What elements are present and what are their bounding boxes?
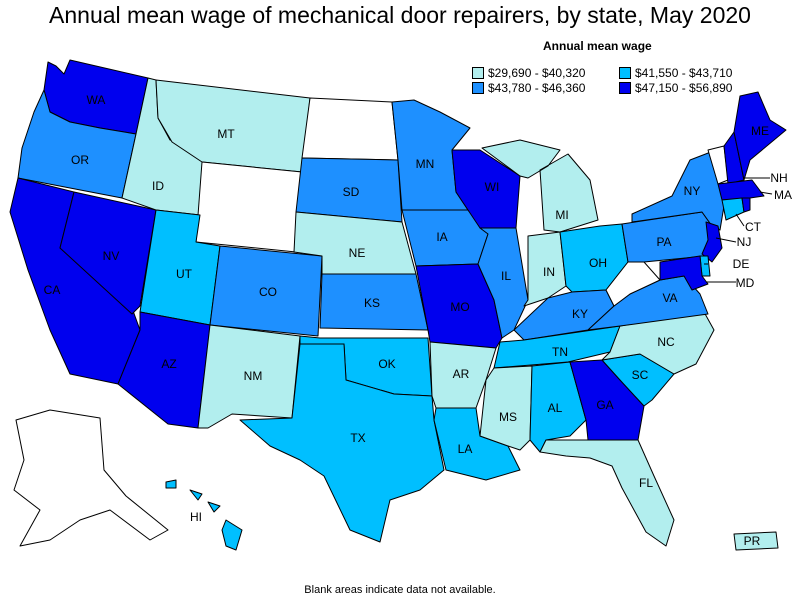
state-label-LA: LA — [458, 442, 473, 456]
state-label-DE: DE — [733, 257, 750, 271]
legend-swatch-bin-4 — [619, 82, 631, 94]
state-NJ[interactable] — [701, 221, 723, 263]
legend-label-bin-1: $29,690 - $40,320 — [488, 66, 586, 80]
state-label-NJ: NJ — [737, 235, 752, 249]
leader-line-MA — [759, 191, 773, 195]
state-CT[interactable] — [721, 197, 745, 221]
state-AK[interactable] — [13, 409, 169, 547]
state-label-KS: KS — [364, 296, 380, 310]
footnote: Blank areas indicate data not available. — [304, 584, 496, 596]
state-MS[interactable] — [479, 365, 533, 451]
state-MI[interactable] — [481, 139, 599, 233]
legend-item-bin-1: $29,690 - $40,320 — [472, 66, 585, 80]
state-NY[interactable] — [631, 149, 725, 231]
state-label-TX: TX — [350, 431, 365, 445]
state-MD[interactable] — [659, 255, 709, 291]
state-label-MN: MN — [416, 157, 435, 171]
state-label-MA: MA — [774, 188, 792, 202]
state-label-MT: MT — [217, 127, 235, 141]
legend-label-bin-4: $47,150 - $56,890 — [635, 81, 733, 95]
state-label-IA: IA — [436, 230, 447, 244]
state-ME[interactable] — [733, 91, 787, 181]
legend-item-bin-3: $43,780 - $46,360 — [472, 81, 585, 95]
state-HI[interactable] — [165, 479, 243, 551]
legend-swatch-bin-1 — [472, 67, 484, 79]
state-CO[interactable] — [209, 245, 323, 337]
state-label-MD: MD — [736, 276, 755, 290]
state-TX[interactable] — [239, 343, 445, 543]
state-NV[interactable] — [59, 191, 157, 315]
legend-title: Annual mean wage — [543, 39, 652, 53]
legend-item-bin-4: $47,150 - $56,890 — [619, 81, 732, 95]
state-label-NV: NV — [103, 249, 120, 263]
state-label-FL: FL — [639, 476, 653, 490]
state-FL[interactable] — [539, 439, 675, 547]
state-label-KY: KY — [572, 307, 588, 321]
state-label-WA: WA — [87, 93, 106, 107]
state-ND[interactable] — [301, 97, 399, 161]
legend-item-bin-2: $41,550 - $43,710 — [619, 66, 732, 80]
state-label-SD: SD — [343, 185, 360, 199]
state-label-SC: SC — [632, 368, 649, 382]
state-label-CA: CA — [44, 283, 61, 297]
legend-label-bin-2: $41,550 - $43,710 — [635, 66, 733, 80]
state-label-PA: PA — [656, 235, 671, 249]
state-label-NM: NM — [244, 369, 263, 383]
state-label-GA: GA — [596, 398, 613, 412]
legend-label-bin-3: $43,780 - $46,360 — [488, 81, 586, 95]
state-label-OH: OH — [589, 256, 607, 270]
legend-swatch-bin-3 — [472, 82, 484, 94]
state-label-IL: IL — [501, 269, 511, 283]
state-label-CO: CO — [259, 285, 277, 299]
state-label-AL: AL — [548, 401, 563, 415]
leader-line-NJ — [715, 237, 737, 243]
state-label-OR: OR — [71, 153, 89, 167]
state-label-MI: MI — [555, 208, 568, 222]
state-MA[interactable] — [717, 179, 765, 201]
state-label-NY: NY — [684, 184, 701, 198]
state-label-TN: TN — [552, 345, 568, 359]
legend-swatch-bin-2 — [619, 67, 631, 79]
state-LA[interactable] — [433, 407, 521, 481]
state-label-HI: HI — [190, 510, 202, 524]
state-label-ID: ID — [152, 179, 164, 193]
state-label-UT: UT — [176, 267, 193, 281]
state-label-MO: MO — [450, 300, 469, 314]
state-PR[interactable] — [733, 531, 779, 551]
state-label-NH: NH — [770, 171, 787, 185]
state-label-MS: MS — [499, 410, 517, 424]
state-label-AR: AR — [453, 367, 470, 381]
state-label-NE: NE — [349, 246, 366, 260]
state-label-IN: IN — [543, 265, 555, 279]
map-title: Annual mean wage of mechanical door repa… — [49, 2, 751, 28]
state-RI[interactable] — [741, 197, 751, 213]
state-label-WI: WI — [485, 180, 500, 194]
state-label-PR: PR — [744, 534, 761, 548]
state-label-NC: NC — [657, 335, 675, 349]
state-label-OK: OK — [378, 357, 395, 371]
state-WY[interactable] — [195, 161, 303, 253]
state-label-CT: CT — [745, 220, 762, 234]
state-label-ME: ME — [751, 124, 769, 138]
state-label-AZ: AZ — [161, 357, 176, 371]
state-IL[interactable] — [477, 227, 529, 339]
leader-line-CT — [735, 213, 745, 227]
state-label-VA: VA — [662, 291, 677, 305]
